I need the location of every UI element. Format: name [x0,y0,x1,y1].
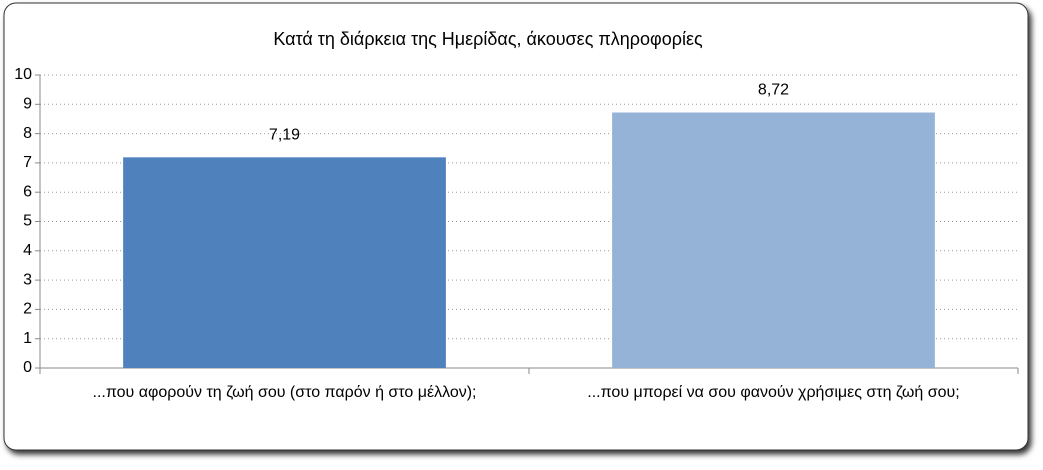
y-tick-label: 4 [23,242,32,259]
y-tick-label: 10 [14,66,32,83]
y-tick-label: 3 [23,271,32,288]
bar [612,112,935,368]
x-tick-label: ...που αφορούν τη ζωή σου (στο παρόν ή σ… [93,384,477,401]
y-tick-label: 7 [23,154,32,171]
y-tick-label: 9 [23,96,32,113]
value-label: 7,19 [269,127,300,144]
bar [123,157,446,368]
y-tick-label: 8 [23,125,32,142]
y-tick-label: 6 [23,183,32,200]
x-tick-label: ...που μπορεί να σου φανούν χρήσιμες στη… [587,384,959,401]
y-tick-label: 5 [23,213,32,230]
value-label: 8,72 [758,82,789,99]
y-tick-label: 1 [23,330,32,347]
y-tick-label: 2 [23,301,32,318]
chart-title: Κατά τη διάρκεια της Ημερίδας, άκουσες π… [273,29,703,49]
y-tick-label: 0 [23,359,32,376]
